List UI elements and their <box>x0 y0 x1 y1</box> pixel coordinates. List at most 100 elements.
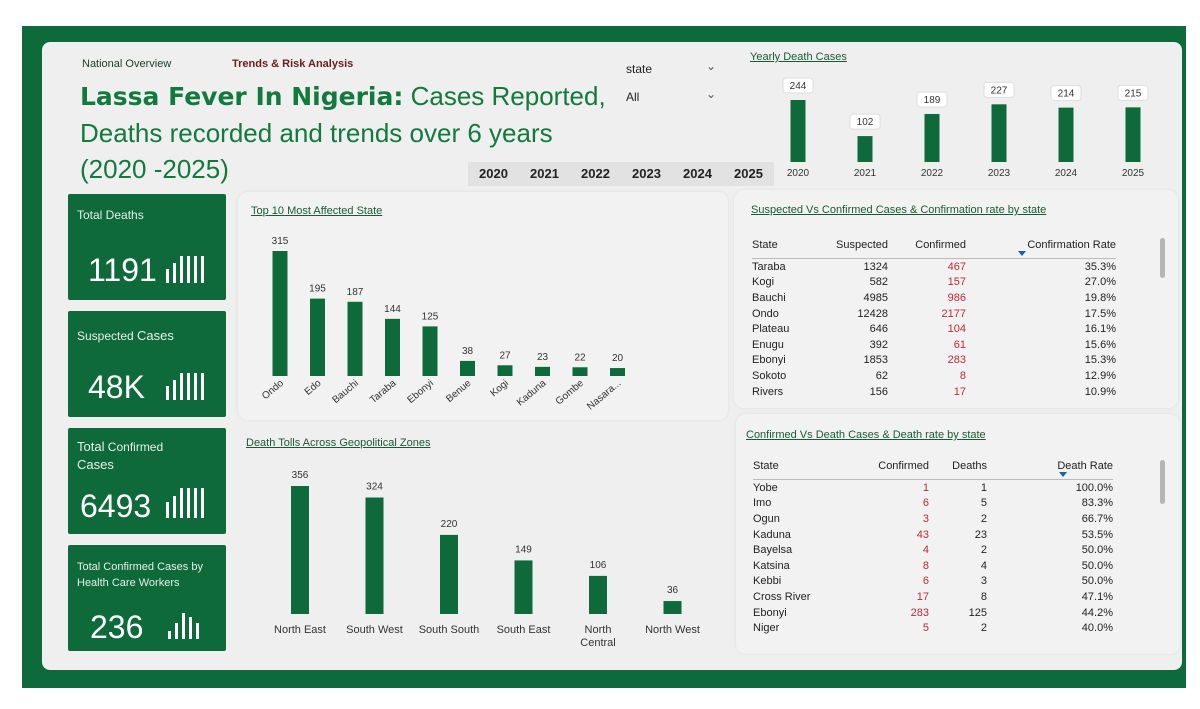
table-row[interactable]: Kaduna 43 23 53.5% <box>753 527 1113 543</box>
table2-title: Confirmed Vs Death Cases & Death rate by… <box>746 429 986 441</box>
data-label: 244 <box>790 81 807 92</box>
table-cell: 83.3% <box>1081 497 1113 510</box>
bar <box>663 601 682 614</box>
table-cell: 15.6% <box>1084 338 1116 351</box>
table1-scrollbar[interactable] <box>1160 238 1165 278</box>
table-cell: 10.9% <box>1084 385 1116 398</box>
kpi-label: Total Confirmed Cases <box>77 439 164 472</box>
bar <box>1125 107 1141 162</box>
state-dropdown[interactable]: All ⌄ <box>620 84 722 108</box>
table-cell: 47.1% <box>1081 590 1113 603</box>
state-slicer-header: state ⌄ <box>620 56 722 80</box>
table-row[interactable]: Niger 5 2 40.0% <box>753 620 1113 636</box>
table-cell: 53.5% <box>1081 528 1113 541</box>
data-label: 106 <box>590 560 607 571</box>
table-cell: 17.5% <box>1084 307 1116 320</box>
data-label: 23 <box>537 352 549 363</box>
table-cell: 467 <box>947 260 966 273</box>
page-title: Lassa Fever In Nigeria: Cases Reported, … <box>80 78 620 187</box>
table-row[interactable]: Plateau 646 104 16.1% <box>752 321 1116 337</box>
table-row[interactable]: Ogun 3 2 66.7% <box>753 511 1113 527</box>
table2-scrollbar[interactable] <box>1160 460 1165 504</box>
table-cell: 61 <box>953 338 966 351</box>
data-label: 215 <box>1125 88 1142 99</box>
data-label: 22 <box>574 352 586 363</box>
year-button-2020[interactable]: 2020 <box>479 166 508 181</box>
table-cell: 50.0% <box>1081 575 1113 588</box>
yearly-chart-title: Yearly Death Cases <box>750 51 847 63</box>
tick-label: 2022 <box>921 168 944 179</box>
col-state[interactable]: State <box>753 453 833 480</box>
table-cell: 40.0% <box>1081 622 1113 635</box>
tick-label: North West <box>645 624 700 636</box>
year-button-2021[interactable]: 2021 <box>530 166 559 181</box>
col-deaths[interactable]: Deaths <box>929 453 987 480</box>
year-button-2025[interactable]: 2025 <box>734 166 763 181</box>
table-row[interactable]: Rivers 156 17 10.9% <box>752 384 1116 400</box>
table1-title: Suspected Vs Confirmed Cases & Confirmat… <box>751 204 1047 216</box>
table-cell: 6 <box>922 497 929 510</box>
table-cell: 156 <box>869 385 888 398</box>
table-row[interactable]: Imo 6 5 83.3% <box>753 496 1113 512</box>
confirmation-rate-table: State Suspected Confirmed Confirmation R… <box>752 232 1116 399</box>
table-cell: 3 <box>922 512 929 525</box>
table-cell: Yobe <box>753 481 778 494</box>
data-label: 214 <box>1058 89 1075 100</box>
table-cell: 17 <box>953 385 966 398</box>
year-button-2024[interactable]: 2024 <box>683 166 712 181</box>
nav-national-overview[interactable]: National Overview <box>82 58 172 70</box>
table-cell: 4985 <box>863 291 888 304</box>
table-row[interactable]: Kogi 582 157 27.0% <box>752 275 1116 291</box>
table-cell: Ogun <box>753 512 780 525</box>
table-row[interactable]: Sokoto 62 8 12.9% <box>752 368 1116 384</box>
table-cell: 582 <box>869 276 888 289</box>
bar <box>589 575 607 614</box>
year-button-2022[interactable]: 2022 <box>581 166 610 181</box>
table-cell: 125 <box>968 606 987 619</box>
table-cell: Imo <box>753 497 772 510</box>
table-row[interactable]: Bauchi 4985 986 19.8% <box>752 290 1116 306</box>
kpi-value: 6493 <box>80 488 152 524</box>
tick-label: Edo <box>303 378 324 398</box>
table-row[interactable]: Yobe 1 1 100.0% <box>753 480 1113 496</box>
table-cell: Kebbi <box>753 575 782 588</box>
tick-label: 2023 <box>988 168 1011 179</box>
table-row[interactable]: Ebonyi 283 125 44.2% <box>753 605 1113 621</box>
table-row[interactable]: Bayelsa 4 2 50.0% <box>753 542 1113 558</box>
data-label-box <box>1117 84 1149 101</box>
table-row[interactable]: Ebonyi 1853 283 15.3% <box>752 353 1116 369</box>
bar-chart-icon <box>166 256 208 283</box>
table-cell: 157 <box>947 276 966 289</box>
col-confirmed[interactable]: Confirmed <box>888 232 966 259</box>
tick-label: Kogi <box>489 378 511 399</box>
table-row[interactable]: Taraba 1324 467 35.3% <box>752 259 1116 275</box>
table-cell: 35.3% <box>1084 260 1116 273</box>
table-row[interactable]: Ondo 12428 2177 17.5% <box>752 306 1116 322</box>
tick-label: Nasara... <box>585 378 623 413</box>
table-row[interactable]: Kebbi 6 3 50.0% <box>753 574 1113 590</box>
table-cell: 2 <box>980 512 987 525</box>
table-row[interactable]: Cross River 17 8 47.1% <box>753 589 1113 605</box>
col-confirmation-rate[interactable]: Confirmation Rate <box>966 232 1116 259</box>
page-title-rest: Cases Reported, Deaths recorded and tren… <box>80 81 606 184</box>
table-row[interactable]: Enugu 392 61 15.6% <box>752 337 1116 353</box>
table-row[interactable]: Katsina 8 4 50.0% <box>753 558 1113 574</box>
table-cell: 5 <box>980 497 987 510</box>
kpi-value: 236 <box>90 609 144 645</box>
col-death-rate[interactable]: Death Rate <box>987 453 1113 480</box>
data-label: 315 <box>272 236 289 247</box>
col-state[interactable]: State <box>752 232 812 259</box>
tick-label: Kaduna <box>515 378 549 409</box>
col-suspected[interactable]: Suspected <box>812 232 888 259</box>
table-cell: 4 <box>980 559 987 572</box>
kpi-health-workers: Total Confirmed Cases by Health Care Wor… <box>68 545 226 651</box>
col-confirmed[interactable]: Confirmed <box>833 453 929 480</box>
data-label: 195 <box>309 284 326 295</box>
page-title-bold: Lassa Fever In Nigeria: <box>80 82 404 111</box>
table-cell: Sokoto <box>752 369 787 382</box>
data-label-box <box>1050 85 1082 102</box>
bar <box>385 318 400 376</box>
nav-trends-risk[interactable]: Trends & Risk Analysis <box>232 58 354 70</box>
bar <box>497 365 513 376</box>
year-button-2023[interactable]: 2023 <box>632 166 661 181</box>
